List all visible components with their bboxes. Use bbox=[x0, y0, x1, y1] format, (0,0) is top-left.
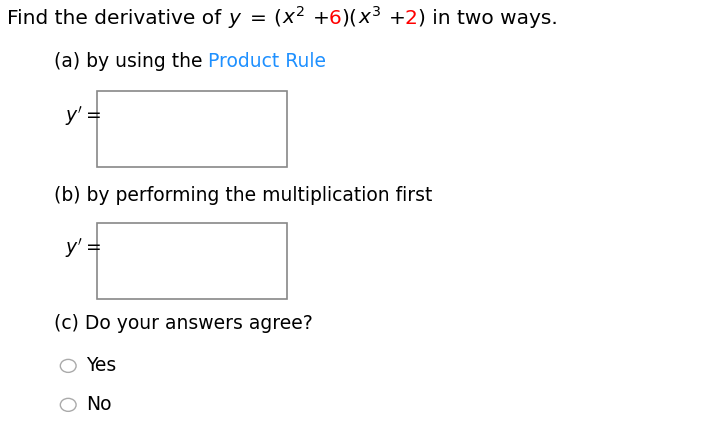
Text: 6: 6 bbox=[329, 9, 342, 28]
Text: (a) by using the: (a) by using the bbox=[54, 52, 208, 71]
Ellipse shape bbox=[60, 359, 76, 372]
Text: $y' =$: $y' =$ bbox=[65, 236, 101, 260]
Text: $)($: $)($ bbox=[342, 7, 358, 28]
Text: No: No bbox=[86, 395, 112, 414]
Text: ) in two ways.: ) in two ways. bbox=[418, 9, 557, 28]
Text: (c) Do your answers agree?: (c) Do your answers agree? bbox=[54, 314, 312, 333]
Text: $x^2$: $x^2$ bbox=[282, 6, 304, 28]
Text: $\, +\, $: $\, +\, $ bbox=[304, 9, 329, 28]
Text: $\, =\, ($: $\, =\, ($ bbox=[243, 7, 282, 28]
Ellipse shape bbox=[60, 398, 76, 411]
Text: 2: 2 bbox=[405, 9, 418, 28]
Text: Yes: Yes bbox=[86, 356, 116, 375]
Text: (b) by performing the multiplication first: (b) by performing the multiplication fir… bbox=[54, 186, 432, 205]
Text: $y$: $y$ bbox=[228, 11, 243, 30]
Text: Product Rule: Product Rule bbox=[208, 52, 327, 71]
Text: Find the derivative of: Find the derivative of bbox=[7, 9, 228, 28]
FancyBboxPatch shape bbox=[97, 223, 287, 299]
FancyBboxPatch shape bbox=[97, 91, 287, 167]
Text: $y' =$: $y' =$ bbox=[65, 103, 101, 128]
Text: $x^3$: $x^3$ bbox=[358, 6, 381, 28]
Text: $\, +\, $: $\, +\, $ bbox=[381, 9, 405, 28]
